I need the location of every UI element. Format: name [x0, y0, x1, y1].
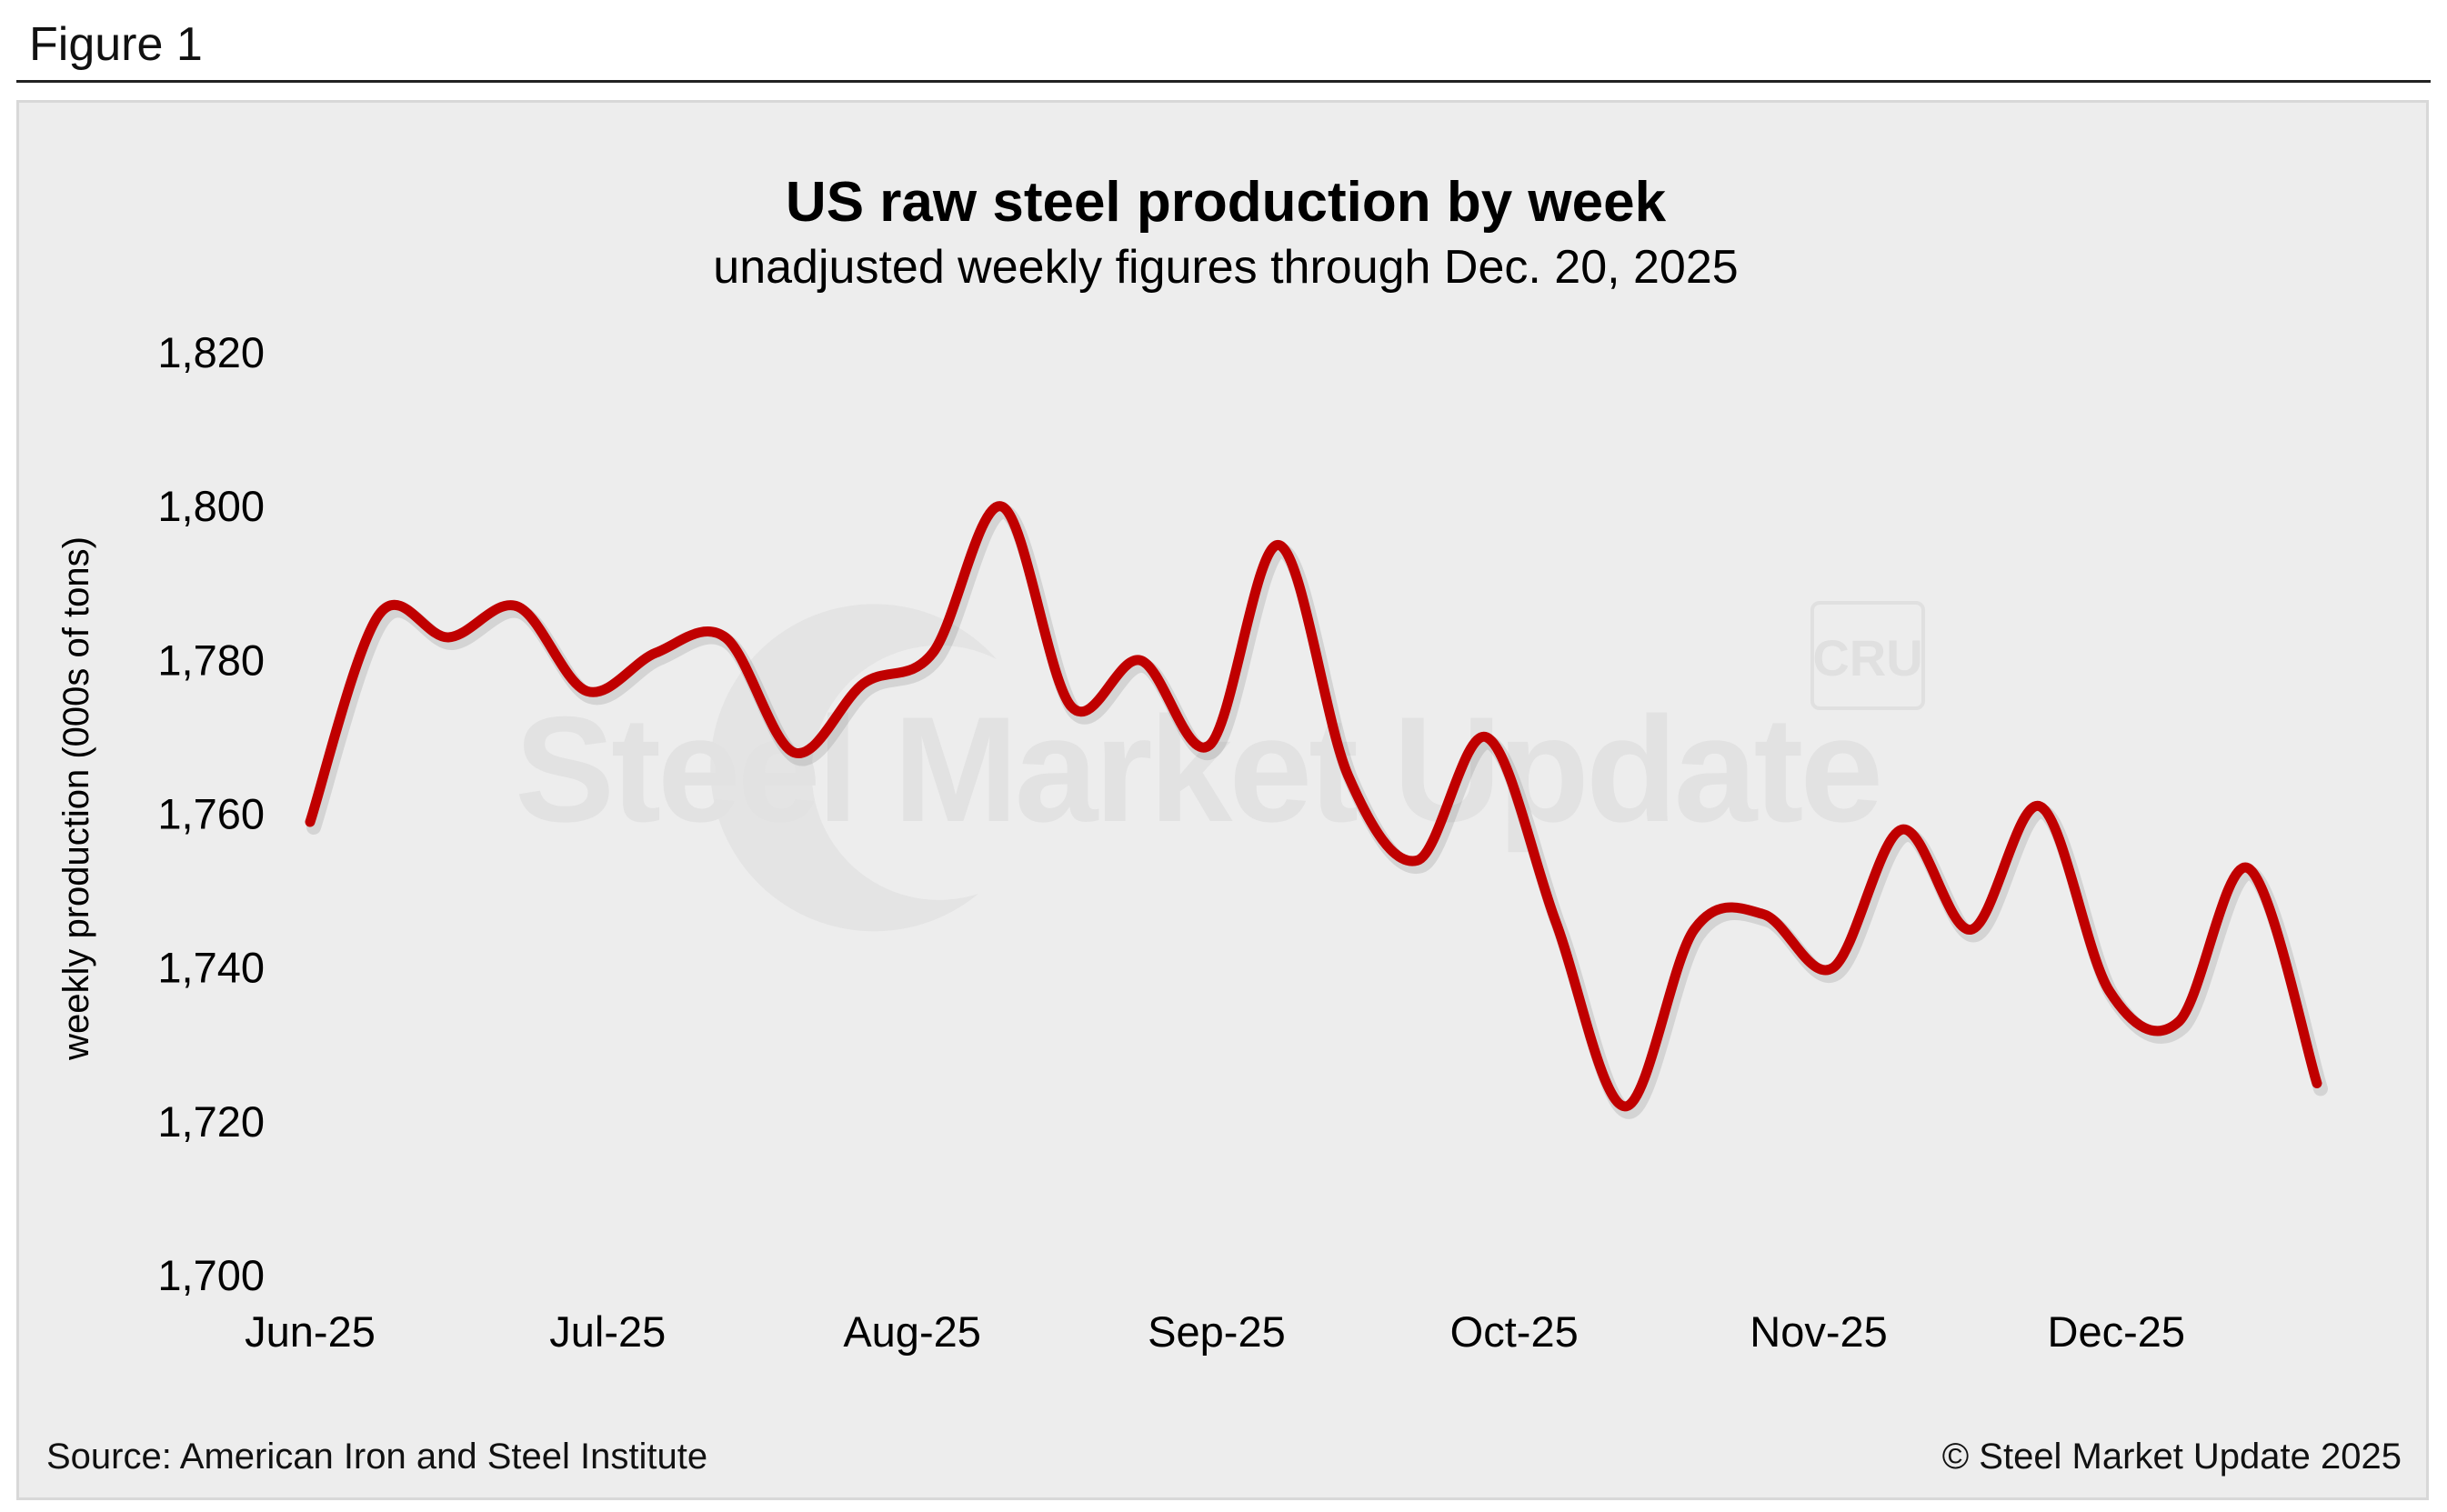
series-layer: [305, 501, 2328, 1119]
copyright-note: © Steel Market Update 2025: [1942, 1437, 2402, 1477]
source-note: Source: American Iron and Steel Institut…: [46, 1437, 707, 1477]
y-tick-label: 1,820: [157, 328, 265, 376]
chart-title: US raw steel production by week: [786, 171, 1667, 234]
chart-subtitle: unadjusted weekly figures through Dec. 2…: [713, 241, 1738, 294]
x-tick-label: Nov-25: [1750, 1307, 1888, 1356]
y-tick-label: 1,720: [157, 1097, 265, 1146]
chart-panel: Steel Market Update CRU US raw steel pro…: [16, 100, 2429, 1500]
x-tick-label: Dec-25: [2048, 1307, 2186, 1356]
watermark-swoosh-icon: [710, 604, 997, 932]
x-axis-ticks: Jun-25 Jul-25 Aug-25 Sep-25 Oct-25 Nov-25 Dec-…: [245, 1307, 2185, 1356]
y-tick-label: 1,780: [157, 636, 265, 684]
x-tick-label: Oct-25: [1450, 1307, 1579, 1356]
watermark-badge-icon: [1810, 601, 1925, 710]
y-tick-label: 1,740: [157, 944, 265, 992]
watermark-brand-text: Steel Market Update: [515, 686, 1880, 853]
y-axis-label: weekly production (000s of tons): [56, 536, 96, 1061]
x-tick-label: Sep-25: [1148, 1307, 1286, 1356]
y-tick-label: 1,760: [157, 790, 265, 838]
top-rule: [16, 80, 2431, 83]
figure-label: Figure 1: [29, 18, 203, 71]
watermark: Steel Market Update CRU: [515, 601, 1925, 932]
y-axis-ticks: 1,700 1,720 1,740 1,760 1,780 1,800 1,820: [157, 328, 265, 1299]
x-tick-label: Jul-25: [549, 1307, 666, 1356]
chart-svg: Steel Market Update CRU US raw steel pro…: [46, 171, 2402, 1477]
y-tick-label: 1,700: [157, 1251, 265, 1299]
watermark-badge-text: CRU: [1812, 629, 1922, 686]
y-tick-label: 1,800: [157, 482, 265, 530]
x-tick-label: Aug-25: [843, 1307, 981, 1356]
x-tick-label: Jun-25: [245, 1307, 376, 1356]
series-line: [305, 501, 2322, 1112]
